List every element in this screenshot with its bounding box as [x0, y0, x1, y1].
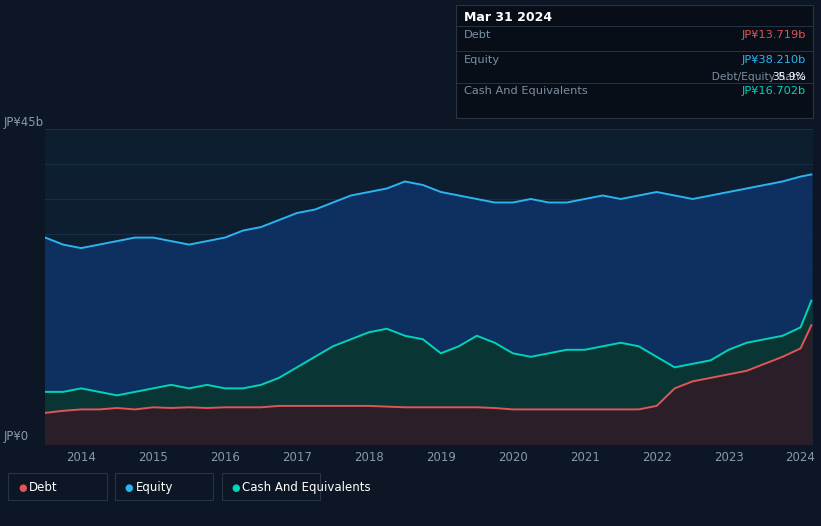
Text: ●: ●: [18, 482, 26, 493]
Text: ●: ●: [125, 482, 133, 493]
Text: JP¥38.210b: JP¥38.210b: [742, 55, 806, 65]
Text: Cash And Equivalents: Cash And Equivalents: [242, 481, 371, 494]
Text: JP¥13.719b: JP¥13.719b: [741, 30, 806, 40]
Text: Equity: Equity: [135, 481, 173, 494]
Text: ●: ●: [232, 482, 240, 493]
Text: Cash And Equivalents: Cash And Equivalents: [464, 86, 588, 96]
Text: JP¥45b: JP¥45b: [4, 116, 44, 129]
Text: Mar 31 2024: Mar 31 2024: [464, 11, 552, 24]
Text: JP¥16.702b: JP¥16.702b: [742, 86, 806, 96]
Text: Debt: Debt: [464, 30, 491, 40]
Text: Debt: Debt: [29, 481, 57, 494]
Text: 35.9%: 35.9%: [773, 72, 806, 82]
Text: JP¥0: JP¥0: [4, 430, 30, 443]
Text: Debt/Equity Ratio: Debt/Equity Ratio: [705, 72, 806, 82]
Text: Equity: Equity: [464, 55, 500, 65]
